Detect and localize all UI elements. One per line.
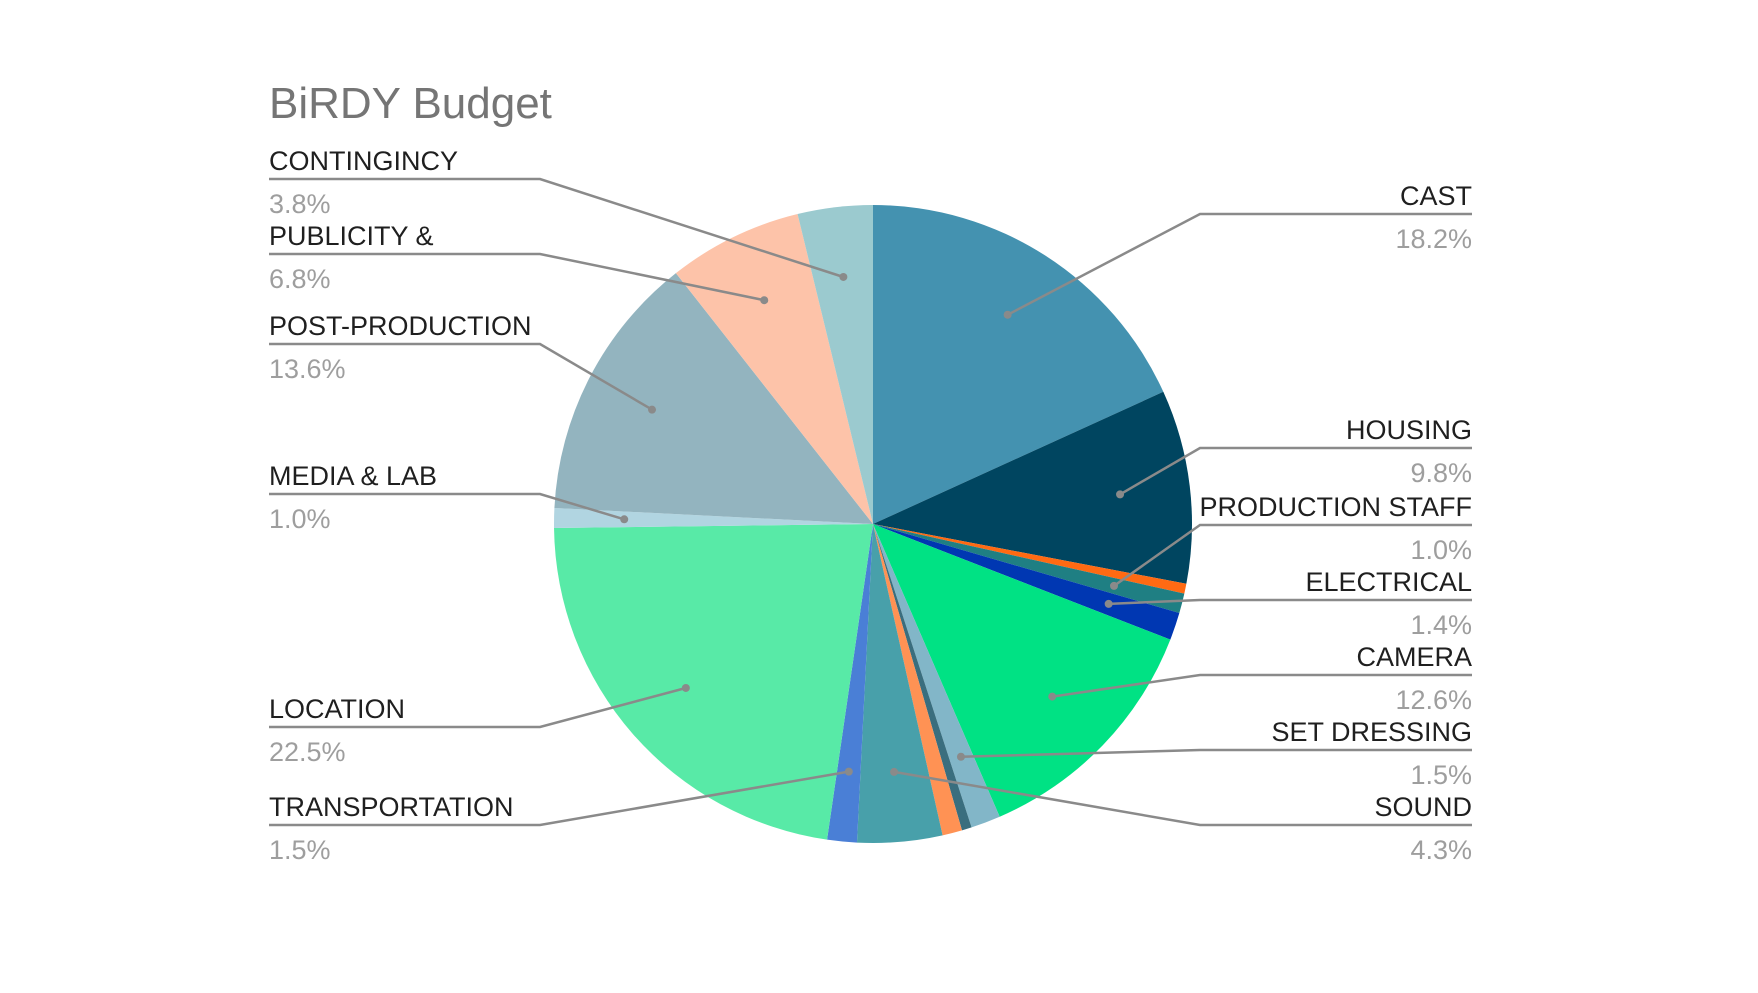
slice-percent-media-and-lab: 1.0% [269, 504, 331, 534]
pie-slice-cast [873, 205, 1164, 524]
leader-dot-electrical [1104, 599, 1113, 608]
leader-line-set-dressing [960, 748, 1472, 759]
pie-slice-production-staff [873, 524, 1185, 613]
leader-dot-sound [890, 767, 899, 776]
pie-slice-housing [873, 391, 1192, 584]
leader-dot-publicity-and [760, 296, 769, 305]
leader-line-post-production [269, 342, 653, 411]
pie-slice-unlabeled-7 [873, 524, 972, 831]
slice-percent-electrical: 1.4% [1410, 610, 1472, 640]
pie-slice-media-and-lab [554, 507, 873, 529]
leader-dot-media-and-lab [620, 515, 629, 524]
leader-line-cast [1007, 212, 1472, 316]
slice-label-set-dressing: SET DRESSING [1271, 717, 1472, 747]
slice-percent-transportation: 1.5% [269, 835, 331, 865]
leader-line-publicity-and [269, 252, 765, 302]
slice-percent-contingincy: 3.8% [269, 189, 331, 219]
slice-label-media-and-lab: MEDIA & LAB [269, 461, 437, 491]
chart-title: BiRDY Budget [269, 79, 552, 128]
pie-slice-camera [873, 524, 1171, 817]
slice-percent-camera: 12.6% [1395, 685, 1472, 715]
slice-label-contingincy: CONTINGINCY [269, 146, 458, 176]
pie-slice-unlabeled-2 [873, 524, 1187, 594]
slice-label-sound: SOUND [1374, 792, 1472, 822]
slice-percent-cast: 18.2% [1395, 224, 1472, 254]
slice-percent-post-production: 13.6% [269, 354, 346, 384]
leader-line-production-staff [1113, 523, 1472, 587]
pie-slice-location [554, 524, 873, 840]
pie-slice-electrical [873, 524, 1180, 640]
leader-line-electrical [1108, 598, 1472, 606]
slice-label-cast: CAST [1400, 181, 1472, 211]
leader-dot-transportation [844, 767, 853, 776]
slice-percent-housing: 9.8% [1410, 458, 1472, 488]
leader-line-transportation [269, 770, 850, 827]
slice-label-post-production: POST-PRODUCTION [269, 311, 532, 341]
pie-slice-set-dressing [873, 524, 1000, 828]
slice-percent-set-dressing: 1.5% [1410, 760, 1472, 790]
pie-slices [554, 205, 1192, 844]
leader-line-housing [1119, 446, 1472, 496]
leader-dot-set-dressing [956, 752, 965, 761]
pie-labels: CAST 18.2% HOUSING 9.8% PRODUCTION STAFF 1.0%… [269, 146, 1472, 865]
pie-slice-unlabeled-8 [873, 524, 962, 836]
pie-slice-transportation [827, 524, 873, 843]
slice-percent-location: 22.5% [269, 737, 346, 767]
slice-label-transportation: TRANSPORTATION [269, 792, 514, 822]
slice-percent-publicity-and: 6.8% [269, 264, 331, 294]
slice-percent-production-staff: 1.0% [1410, 535, 1472, 565]
leader-line-location [269, 686, 687, 729]
slice-percent-sound: 4.3% [1410, 835, 1472, 865]
leader-line-sound [893, 770, 1472, 827]
leader-line-media-and-lab [269, 492, 625, 521]
slice-label-publicity-and: PUBLICITY & [269, 221, 434, 251]
slice-label-electrical: ELECTRICAL [1305, 567, 1472, 597]
pie-slice-sound [856, 524, 943, 844]
leader-dot-location [681, 683, 690, 692]
leader-line-contingincy [269, 177, 844, 279]
pie-slice-contingincy [797, 205, 873, 524]
slice-label-production-staff: PRODUCTION STAFF [1200, 492, 1473, 522]
pie-slice-post-production [554, 273, 873, 524]
leader-line-camera [1052, 673, 1472, 698]
slice-label-housing: HOUSING [1346, 415, 1472, 445]
slice-label-camera: CAMERA [1356, 642, 1472, 672]
slice-label-location: LOCATION [269, 694, 405, 724]
